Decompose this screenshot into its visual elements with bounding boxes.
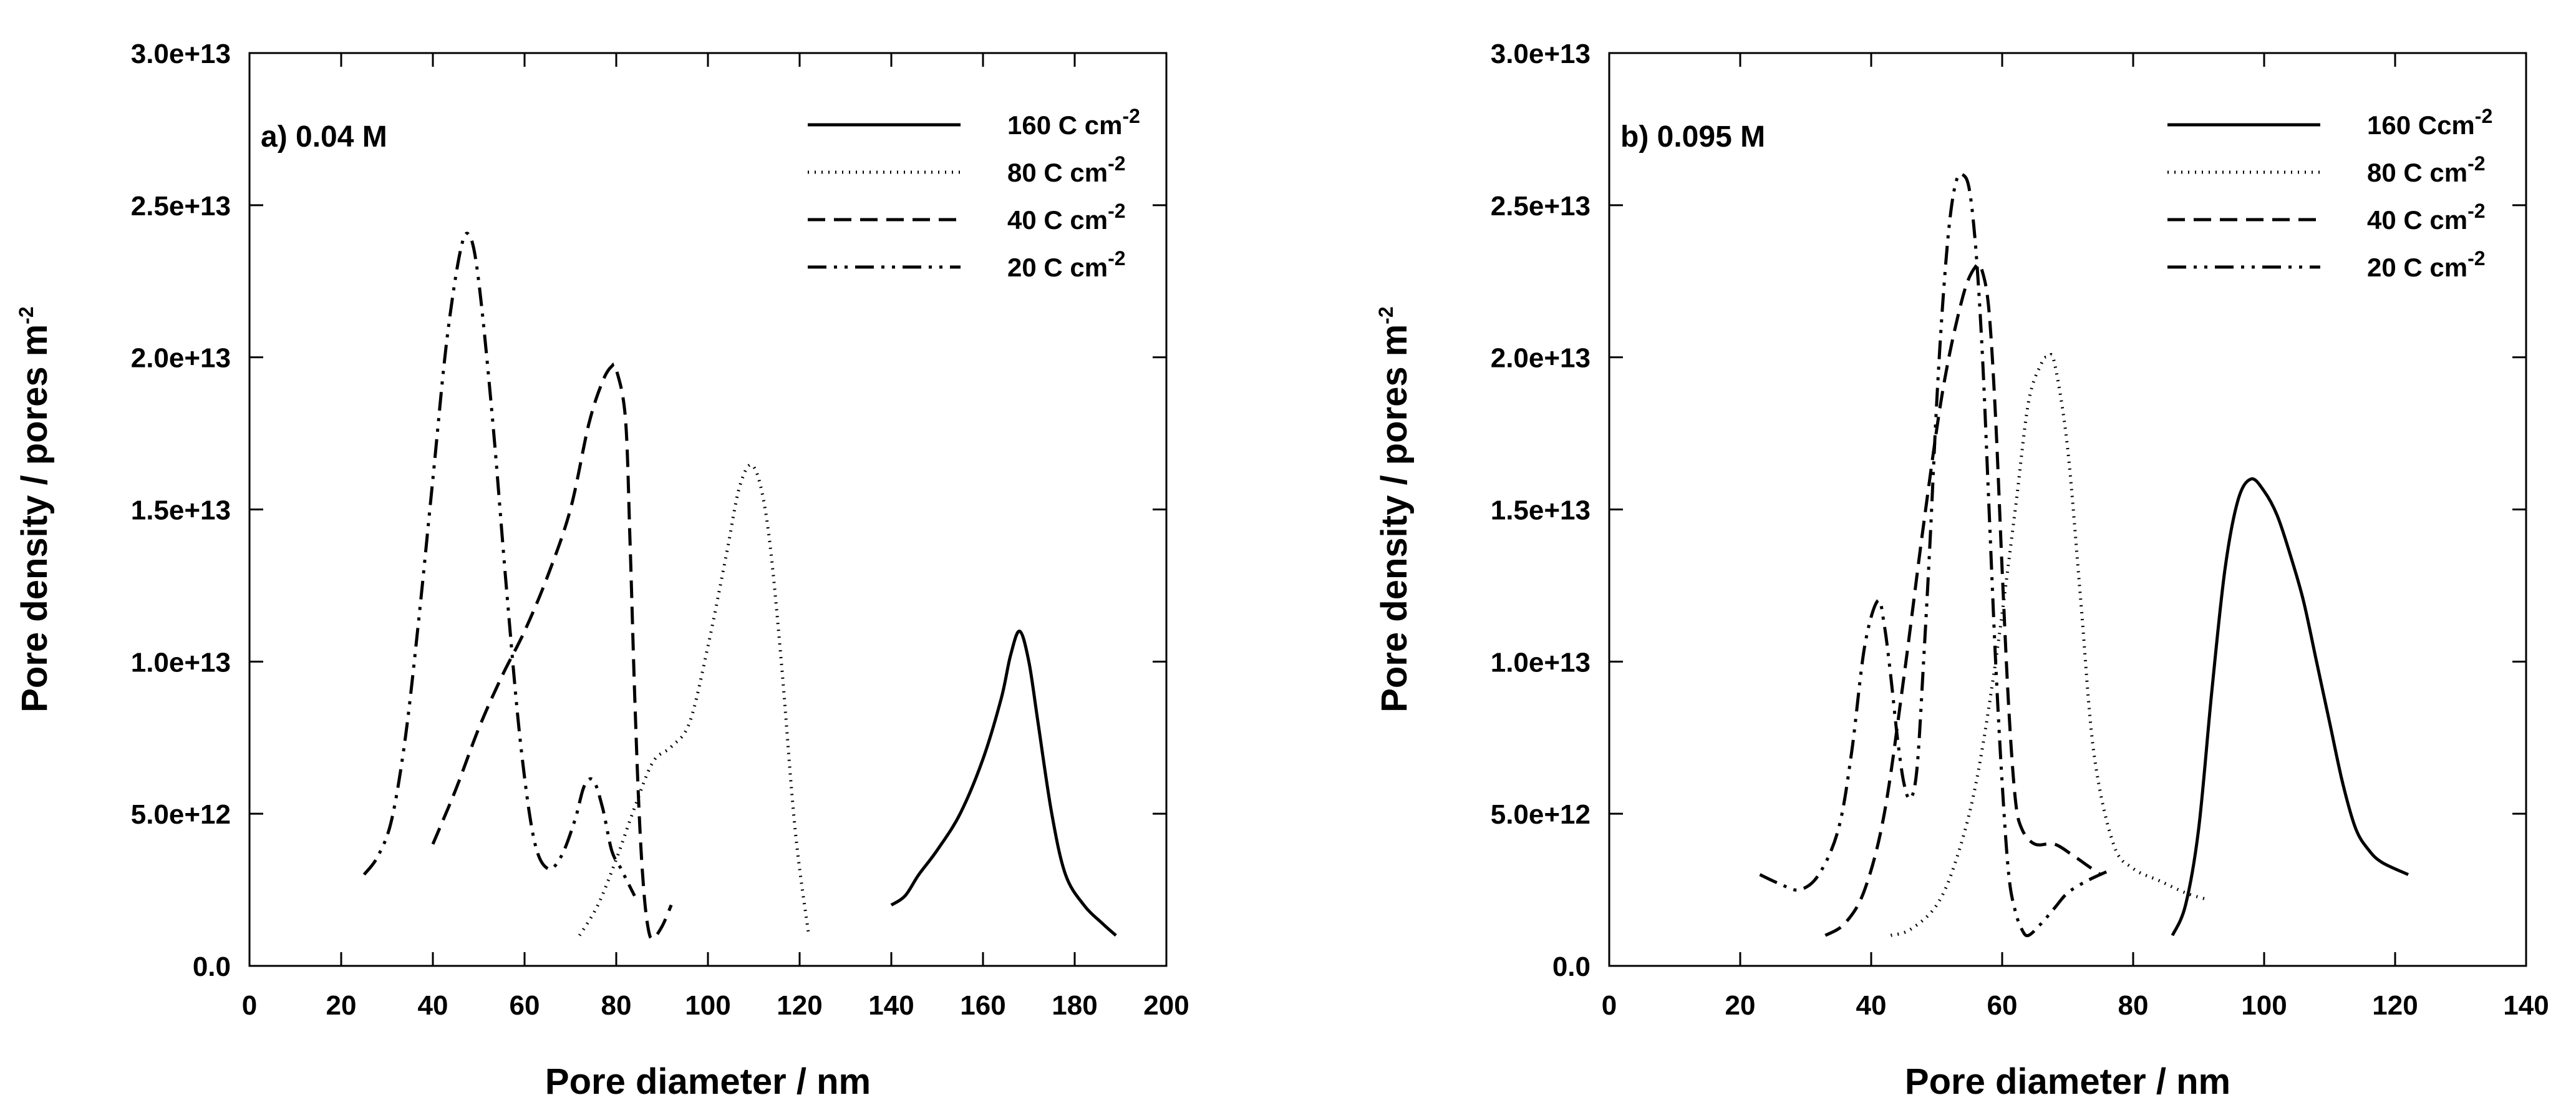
y-tick-label: 5.0e+12: [131, 799, 231, 830]
x-tick-label: 0: [1602, 990, 1617, 1021]
legend-label-exponent: -2: [2467, 247, 2485, 270]
y-tick-label: 5.0e+12: [1491, 799, 1591, 830]
legend-label-text: 20 C cm: [2367, 253, 2467, 282]
legend-label: 160 C cm-2: [1007, 105, 1140, 140]
y-tick-label: 2.0e+13: [131, 343, 231, 374]
y-tick-label: 1.5e+13: [131, 495, 231, 526]
x-tick-label: 80: [601, 990, 632, 1021]
legend-label: 40 C cm-2: [1007, 200, 1126, 235]
x-axis-title: Pore diameter / nm: [545, 1061, 871, 1102]
y-tick-label: 1.0e+13: [131, 647, 231, 678]
chart-panel-a: 0 20 40 60 80 100 120 140 160 180 200 0.0 5.0e+12 1.0…: [14, 39, 1189, 1102]
y-tick-label: 0.0: [1552, 952, 1591, 982]
series-line-dotted: [1890, 353, 2206, 937]
plot-frame: [1608, 52, 2527, 967]
legend-label-exponent: -2: [1122, 105, 1140, 127]
legend-label: 40 C cm-2: [2367, 200, 2486, 235]
x-tick-label: 100: [685, 990, 730, 1021]
y-axis-title-exponent: -2: [15, 306, 37, 324]
legend-label-exponent: -2: [2467, 200, 2485, 222]
legend-label-exponent: -2: [1108, 200, 1125, 222]
series-line-solid: [2171, 477, 2409, 937]
series-line-dotted: [578, 463, 811, 937]
legend-label: 80 C cm-2: [1007, 152, 1126, 187]
x-tick-label: 180: [1052, 990, 1097, 1021]
x-tick-label: 60: [510, 990, 540, 1021]
series-line-dashdotdot: [362, 231, 636, 897]
legend-label: 20 C cm-2: [2367, 247, 2486, 282]
y-tick-label: 1.5e+13: [1491, 495, 1591, 526]
series-line-solid: [890, 630, 1117, 937]
y-tick-label: 2.5e+13: [131, 191, 231, 222]
y-axis-title-main: Pore density / pores m: [1374, 324, 1415, 713]
series-line-dashed: [1824, 262, 2101, 937]
x-tick-label: 20: [326, 990, 357, 1021]
legend-label-text: 40 C cm: [1007, 205, 1108, 235]
series-line-dashed: [431, 362, 673, 940]
x-tick-label: 40: [1856, 990, 1887, 1021]
x-tick-label: 20: [1725, 990, 1756, 1021]
y-tick-label: 0.0: [193, 952, 231, 982]
x-axis-title: Pore diameter / nm: [1905, 1061, 2230, 1102]
legend-label-text: 160 Ccm: [2367, 110, 2475, 140]
y-tick-label: 2.0e+13: [1491, 343, 1591, 374]
y-axis-title: Pore density / pores m-2: [14, 306, 55, 713]
plot-frame: [248, 52, 1168, 967]
x-tick-label: 60: [1987, 990, 2018, 1021]
legend-label: 20 C cm-2: [1007, 247, 1126, 282]
y-tick-label: 1.0e+13: [1491, 647, 1591, 678]
legend-label-exponent: -2: [1108, 247, 1125, 270]
legend-label: 160 Ccm-2: [2367, 105, 2492, 140]
y-tick-label: 2.5e+13: [1491, 191, 1591, 222]
x-tick-label: 140: [2503, 990, 2549, 1021]
legend-label-text: 20 C cm: [1007, 253, 1108, 282]
x-tick-label: 140: [868, 990, 914, 1021]
x-tick-label: 80: [2118, 990, 2149, 1021]
x-tick-label: 40: [418, 990, 448, 1021]
y-axis-title-main: Pore density / pores m: [14, 324, 55, 713]
legend-label-text: 80 C cm: [1007, 158, 1108, 187]
x-tick-label: 0: [242, 990, 257, 1021]
legend-label-exponent: -2: [2475, 105, 2492, 127]
x-tick-label: 160: [960, 990, 1005, 1021]
y-axis-title-exponent: -2: [1375, 306, 1397, 324]
x-tick-label: 120: [2372, 990, 2418, 1021]
legend-label: 80 C cm-2: [2367, 152, 2486, 187]
y-tick-label: 3.0e+13: [1491, 39, 1591, 69]
y-axis-title: Pore density / pores m-2: [1374, 306, 1415, 713]
x-tick-label: 100: [2241, 990, 2287, 1021]
legend-label-exponent: -2: [1108, 152, 1125, 175]
legend-label-exponent: -2: [2467, 152, 2485, 175]
x-tick-label: 120: [777, 990, 822, 1021]
legend-label-text: 40 C cm: [2367, 205, 2467, 235]
x-tick-label: 200: [1143, 990, 1189, 1021]
legend-label-text: 160 C cm: [1007, 110, 1122, 140]
chart-panel-b: 0 20 40 60 80 100 120 140 0.0 5.0e+12 1.0e+13 1.5e+…: [1374, 39, 2549, 1102]
y-tick-label: 3.0e+13: [131, 39, 231, 69]
legend-label-text: 80 C cm: [2367, 158, 2467, 187]
panel-label: a) 0.04 M: [261, 120, 387, 153]
series-line-dashdotdot: [1759, 172, 2108, 938]
panel-label: b) 0.095 M: [1620, 120, 1765, 153]
